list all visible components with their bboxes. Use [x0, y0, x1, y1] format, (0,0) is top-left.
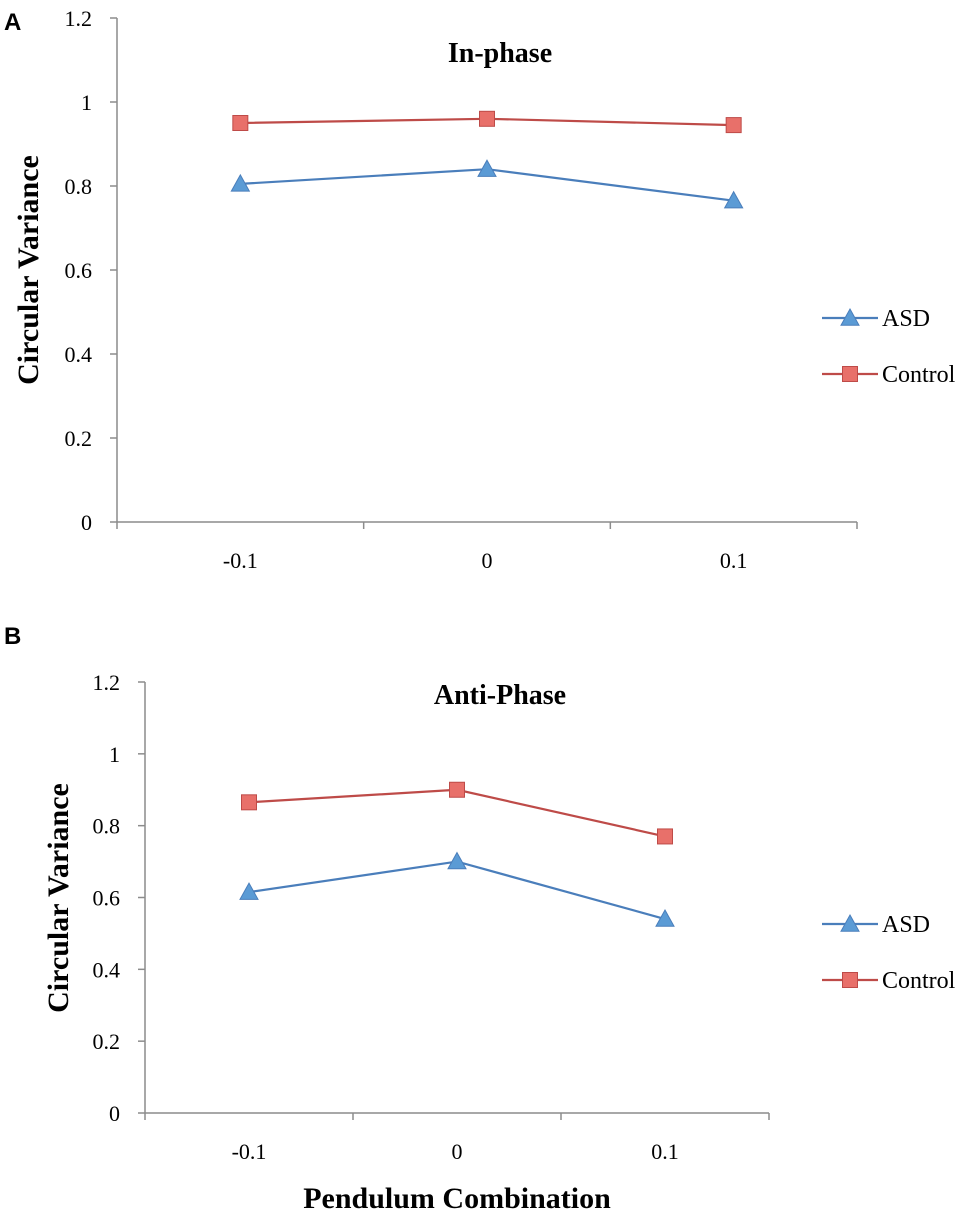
- panel-label: B: [4, 623, 21, 650]
- legend-item-asd: ASD: [822, 912, 930, 938]
- data-point-control: [479, 110, 495, 127]
- y-tick-labels: 0 0.2 0.4 0.6 0.8 1 1.2: [65, 6, 93, 535]
- legend-label: ASD: [882, 912, 930, 938]
- y-axis-label: Circular Variance: [12, 155, 45, 385]
- y-tick-label: 0.2: [93, 1029, 121, 1054]
- legend-label: Control: [882, 968, 956, 994]
- data-point-control: [842, 366, 858, 382]
- data-point-asd: [230, 173, 251, 192]
- data-point-control: [842, 972, 858, 988]
- axes: [110, 17, 858, 529]
- chart-title: Anti-Phase: [434, 680, 566, 711]
- legend-label: Control: [882, 362, 956, 388]
- data-point-asd: [477, 159, 497, 177]
- data-point-asd: [723, 190, 744, 209]
- data-point-control: [657, 828, 673, 845]
- legend-item-control: Control: [822, 362, 956, 388]
- y-axis-label: Circular Variance: [42, 783, 75, 1013]
- legend-label: ASD: [882, 306, 930, 332]
- y-tick-label: 0.8: [93, 814, 121, 839]
- legend-item-asd: ASD: [822, 306, 930, 332]
- panel-label: A: [4, 9, 21, 36]
- y-tick-label: 0.6: [65, 258, 93, 283]
- y-tick-label: 0: [81, 510, 92, 535]
- chart-panel-a: A In-phase Circular Variance 00.20.40.60…: [4, 6, 956, 573]
- data-point-asd: [840, 913, 860, 932]
- x-tick-labels: -0.1 0 0.1: [223, 548, 747, 573]
- y-tick-label: 1.2: [65, 6, 93, 31]
- series-layer: [230, 110, 744, 209]
- data-point-control: [725, 117, 742, 134]
- y-tick-labels: 0 0.2 0.4 0.6 0.8 1 1.2: [93, 670, 121, 1126]
- data-point-asd: [840, 307, 860, 326]
- data-point-asd: [239, 882, 259, 900]
- data-point-asd: [447, 851, 467, 870]
- data-point-control: [241, 794, 257, 811]
- x-tick-label: -0.1: [223, 548, 258, 573]
- x-axis-label: Pendulum Combination: [303, 1182, 611, 1215]
- y-tick-label: 0: [109, 1101, 120, 1126]
- legend: ASD Control: [822, 912, 956, 994]
- y-tick-label: 0.6: [93, 886, 121, 911]
- x-tick-label: 0: [452, 1139, 463, 1164]
- series-layer: [239, 781, 675, 927]
- series-line-asd: [248, 860, 666, 921]
- y-tick-label: 0.2: [65, 426, 93, 451]
- x-tick-label: -0.1: [232, 1139, 267, 1164]
- data-point-asd: [655, 909, 675, 927]
- data-point-control: [232, 115, 249, 131]
- y-tick-label: 1: [109, 742, 120, 767]
- data-point-control: [449, 781, 465, 798]
- legend: ASD Control: [822, 306, 956, 388]
- y-tick-label: 0.8: [65, 174, 93, 199]
- y-tick-label: 0.4: [93, 957, 121, 982]
- axes: [138, 681, 770, 1120]
- y-tick-label: 0.4: [65, 342, 93, 367]
- chart-title: In-phase: [448, 38, 552, 69]
- y-tick-label: 1: [81, 90, 92, 115]
- x-tick-label: 0.1: [720, 548, 748, 573]
- y-tick-label: 1.2: [93, 670, 121, 695]
- chart-panel-b: B Anti-Phase Circular Variance Pendulum …: [4, 623, 956, 1215]
- x-tick-label: 0.1: [651, 1139, 679, 1164]
- x-tick-label: 0: [482, 548, 493, 573]
- x-tick-labels: -0.1 0 0.1: [232, 1139, 679, 1164]
- legend-item-control: Control: [822, 968, 956, 994]
